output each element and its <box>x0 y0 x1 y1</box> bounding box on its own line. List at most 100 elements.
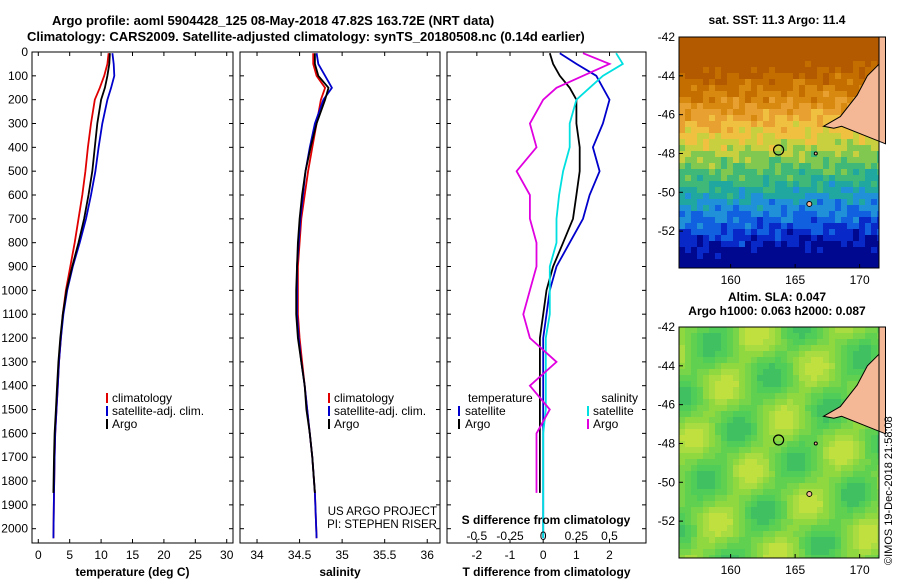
map-cell <box>685 549 691 555</box>
map-cell <box>709 441 715 447</box>
map-cell <box>709 139 715 145</box>
map-cell <box>721 393 727 399</box>
map-cell <box>751 211 757 217</box>
map-cell <box>853 453 859 459</box>
map-cell <box>763 265 769 268</box>
map-cell <box>859 235 865 241</box>
map-cell <box>871 145 877 151</box>
map-cell <box>823 405 829 411</box>
map-cell <box>757 127 763 133</box>
map-cell <box>697 247 703 253</box>
map-cell <box>865 229 871 235</box>
map-cell <box>823 55 829 61</box>
map-cell <box>751 145 757 151</box>
map-cell <box>841 507 847 513</box>
map-cell <box>859 501 865 507</box>
map-cell <box>787 133 793 139</box>
map-cell <box>697 387 703 393</box>
map-cell <box>847 49 853 55</box>
map-cell <box>823 519 829 525</box>
map-cell <box>799 525 805 531</box>
map-cell <box>835 151 841 157</box>
map-cell <box>745 145 751 151</box>
map-cell <box>745 363 751 369</box>
map-cell <box>685 543 691 549</box>
map-cell <box>799 247 805 253</box>
map-cell <box>733 399 739 405</box>
x-tick-label: 10 <box>94 548 108 562</box>
map-cell <box>775 163 781 169</box>
map-cell <box>763 79 769 85</box>
map-cell <box>703 55 709 61</box>
map-cell <box>739 91 745 97</box>
map-cell <box>769 447 775 453</box>
map-cell <box>763 211 769 217</box>
map-cell <box>787 411 793 417</box>
map-cell <box>841 157 847 163</box>
map-cell <box>751 259 757 265</box>
map-cell <box>751 55 757 61</box>
map-cell <box>697 351 703 357</box>
map-cell <box>787 375 793 381</box>
map-cell <box>685 91 691 97</box>
map-cell <box>787 423 793 429</box>
map-cell <box>781 79 787 85</box>
map-cell <box>787 91 793 97</box>
map-cell <box>751 97 757 103</box>
map-cell <box>739 211 745 217</box>
map-cell <box>787 187 793 193</box>
map-cell <box>727 217 733 223</box>
map-cell <box>781 453 787 459</box>
map-cell <box>739 549 745 555</box>
top-axis-label: S difference from climatology <box>462 513 631 527</box>
profile-location-marker <box>773 144 785 156</box>
map-cell <box>769 73 775 79</box>
map-cell <box>859 163 865 169</box>
map-cell <box>859 519 865 525</box>
map-cell <box>721 417 727 423</box>
map-cell <box>745 223 751 229</box>
map-cell <box>769 211 775 217</box>
map-cell <box>763 163 769 169</box>
map-cell <box>787 217 793 223</box>
map-cell <box>799 217 805 223</box>
map-cell <box>703 411 709 417</box>
map-cell <box>739 339 745 345</box>
map-cell <box>829 193 835 199</box>
map-cell <box>751 375 757 381</box>
map-cell <box>853 133 859 139</box>
map-cell <box>817 441 823 447</box>
legend-label: satellite <box>593 404 634 418</box>
map-cell <box>799 477 805 483</box>
map-cell <box>769 265 775 268</box>
map-cell <box>691 363 697 369</box>
map-cell <box>775 435 781 441</box>
map-cell <box>727 453 733 459</box>
map-cell <box>757 441 763 447</box>
map-cell <box>811 387 817 393</box>
map-cell <box>745 405 751 411</box>
map-cell <box>865 37 871 43</box>
map-cell <box>703 375 709 381</box>
map-cell <box>685 103 691 109</box>
map-cell <box>787 471 793 477</box>
map-cell <box>847 501 853 507</box>
map-cell <box>781 465 787 471</box>
map-cell <box>679 151 685 157</box>
salinity-panel: 34 34.5 35 35.5 36salinityclimatologysatelli… <box>239 51 441 579</box>
map-cell <box>703 49 709 55</box>
map-cell <box>691 169 697 175</box>
map-cell <box>853 205 859 211</box>
map-cell <box>745 339 751 345</box>
map-cell <box>835 235 841 241</box>
map-cell <box>829 49 835 55</box>
map-cell <box>733 405 739 411</box>
map-cell <box>781 375 787 381</box>
map-cell <box>769 235 775 241</box>
map-cell <box>727 73 733 79</box>
map-cell <box>757 525 763 531</box>
map-cell <box>829 555 835 558</box>
map-cell <box>703 483 709 489</box>
map-cell <box>775 55 781 61</box>
